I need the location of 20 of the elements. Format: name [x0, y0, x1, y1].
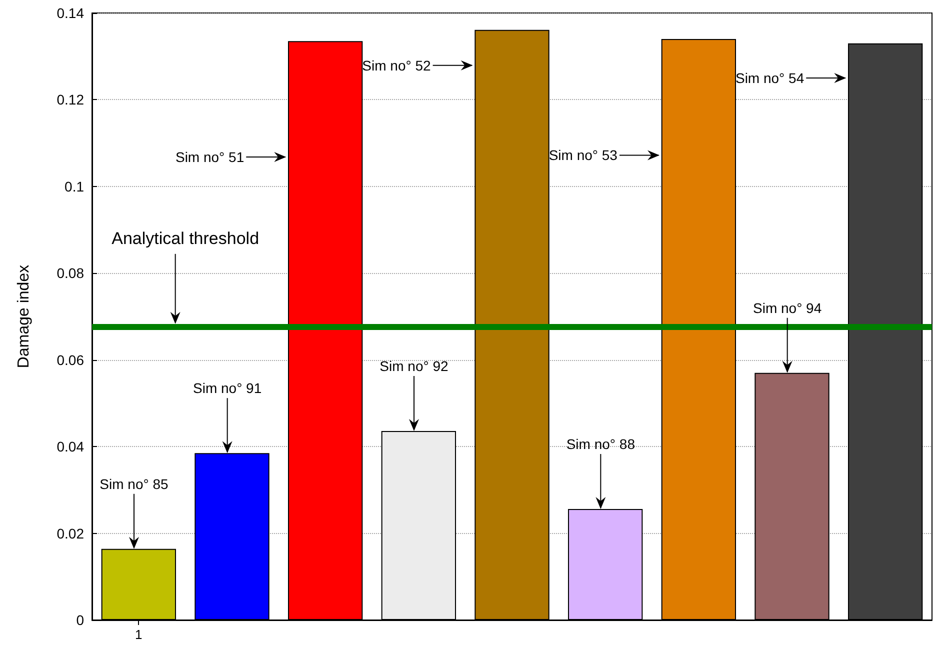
y-tick-label: 0.04	[56, 438, 84, 455]
y-axis-title: Damage index	[16, 264, 32, 368]
y-tick-label: 0.14	[56, 5, 84, 21]
y-tick-label: 0.08	[56, 265, 84, 282]
annotation: Sim no° 85	[100, 476, 169, 492]
y-tick-label: 0	[76, 612, 84, 628]
x-tick-label: 1	[135, 627, 142, 642]
annotation: Sim no° 54	[735, 70, 804, 86]
annotation: Sim no° 94	[753, 300, 822, 316]
annotation: Sim no° 88	[566, 436, 636, 452]
annotation: Sim no° 91	[193, 380, 262, 396]
annotation: Sim no° 92	[380, 358, 449, 374]
ref-line-label: Analytical threshold	[112, 228, 260, 248]
y-tick-label: 0.1	[64, 178, 84, 194]
y-tick-label: 0.12	[56, 92, 84, 108]
annotation: Sim no° 52	[362, 57, 432, 74]
y-tick-label: 0.02	[56, 525, 84, 542]
y-tick-label: 0.06	[56, 352, 84, 368]
annotation: Sim no° 53	[548, 147, 618, 164]
annotation: Sim no° 51	[175, 148, 244, 165]
